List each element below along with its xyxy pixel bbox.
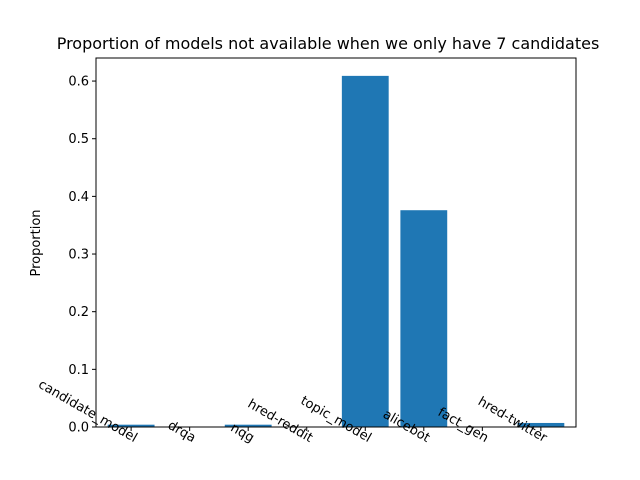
x-tick-label-nqg: nqg xyxy=(228,421,257,446)
bar-alicebot xyxy=(400,210,448,427)
y-tick-label: 0.5 xyxy=(68,132,89,147)
bar-topic_model xyxy=(341,75,389,427)
chart-title: Proportion of models not available when … xyxy=(57,34,600,53)
bar-candidate_model xyxy=(107,424,155,427)
bar-hred-twitter xyxy=(517,422,565,427)
y-axis-label: Proportion xyxy=(29,209,44,276)
x-tick-label-candidate_model: candidate_model xyxy=(36,377,140,446)
plot-frame xyxy=(95,57,577,428)
y-tick-label: 0.6 xyxy=(68,75,89,90)
bar-nqg xyxy=(224,424,272,427)
bars-group xyxy=(107,75,565,427)
y-tick-label: 0.1 xyxy=(68,363,89,378)
y-tick-label: 0.2 xyxy=(68,305,89,320)
y-axis-ticks: 0.0 0.1 0.2 0.3 0.4 0.5 0.6 xyxy=(68,75,96,436)
y-tick-label: 0.4 xyxy=(68,190,89,205)
y-tick-label: 0.3 xyxy=(68,248,89,263)
y-tick-label: 0.0 xyxy=(68,421,89,436)
x-tick-label-drqa: drqa xyxy=(165,418,198,446)
x-axis-ticks: candidate_model drqa nqghred-reddittopic_m… xyxy=(36,377,550,446)
